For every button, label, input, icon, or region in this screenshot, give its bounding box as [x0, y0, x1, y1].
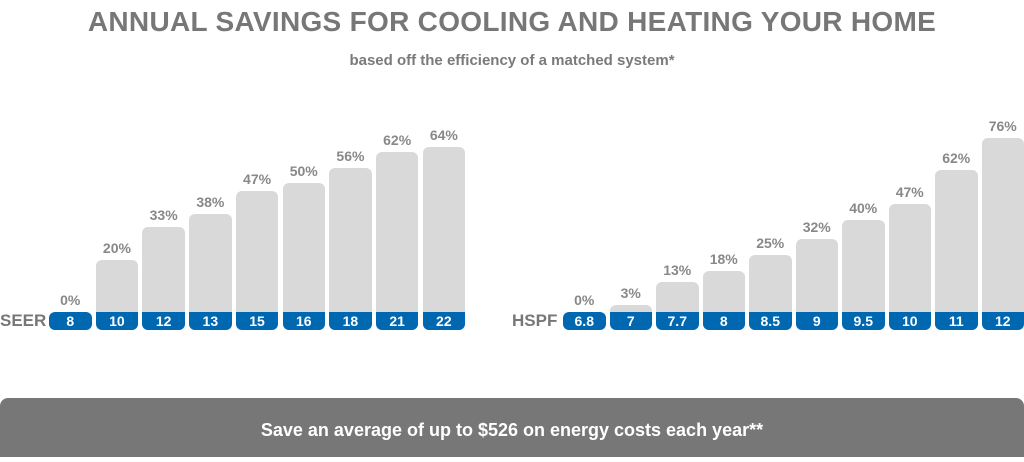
hspf-value-label: 47%: [880, 184, 940, 200]
hspf-bar: [749, 255, 792, 312]
hspf-axis-label: HSPF: [512, 311, 557, 331]
hspf-category-label: 9.5: [842, 312, 885, 330]
hspf-category-label: 12: [982, 312, 1024, 330]
hspf-category-label: 9: [796, 312, 839, 330]
savings-banner: Save an average of up to $526 on energy …: [0, 398, 1024, 457]
hspf-bar: [842, 220, 885, 312]
hspf-category-label: 8.5: [749, 312, 792, 330]
hspf-value-label: 32%: [787, 219, 847, 235]
hspf-category-label: 11: [935, 312, 978, 330]
hspf-bar: [656, 282, 699, 312]
hspf-value-label: 3%: [601, 285, 661, 301]
hspf-bar: [796, 239, 839, 312]
hspf-value-label: 76%: [973, 118, 1024, 134]
hspf-bar: [982, 138, 1024, 312]
hspf-category-label: 6.8: [563, 312, 606, 330]
hspf-value-label: 40%: [833, 200, 893, 216]
hspf-bar: [935, 170, 978, 312]
hspf-category-label: 10: [889, 312, 932, 330]
hspf-value-label: 25%: [740, 235, 800, 251]
hspf-bar: [610, 305, 653, 312]
hspf-value-label: 18%: [694, 251, 754, 267]
hspf-bar: [889, 204, 932, 312]
hspf-category-label: 8: [703, 312, 746, 330]
hspf-value-label: 62%: [926, 150, 986, 166]
hspf-bar: [703, 271, 746, 312]
hspf-category-label: 7.7: [656, 312, 699, 330]
hspf-category-label: 7: [610, 312, 653, 330]
